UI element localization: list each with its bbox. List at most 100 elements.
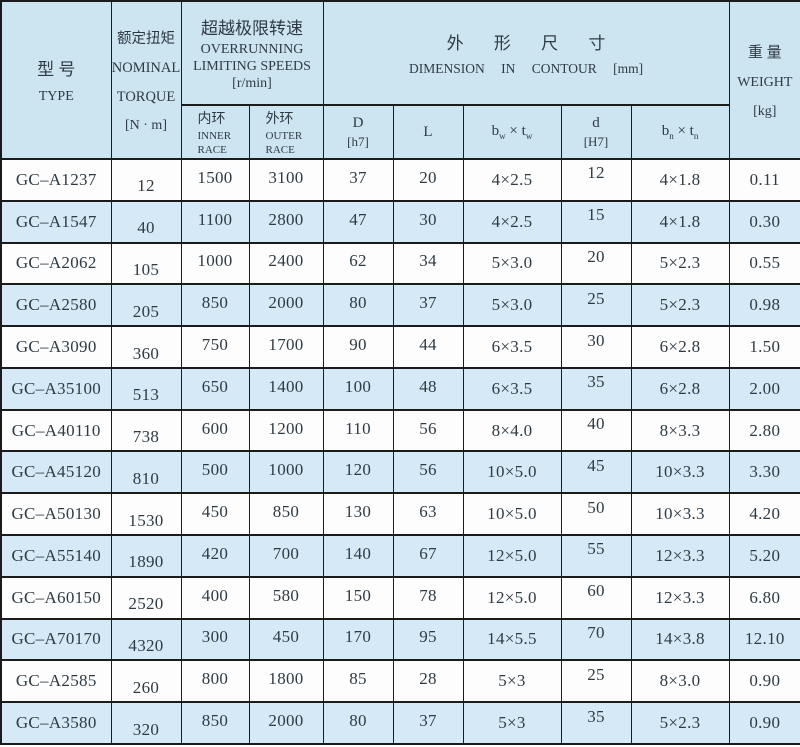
cell-L: 37: [392, 283, 464, 328]
cell-bw_tw: 5×3: [462, 701, 562, 745]
cell-outer_race: 700: [248, 534, 324, 578]
cell-torque: 260: [110, 659, 182, 704]
header-d-main: d: [592, 114, 600, 131]
cell-inner_race: 450: [180, 492, 250, 537]
cell-D: 140: [322, 534, 394, 578]
cell-type: GC–A45120: [0, 450, 112, 495]
cell-D: 100: [322, 366, 394, 411]
cell-type: GC–A35100: [0, 366, 112, 411]
cell-D: 85: [322, 659, 394, 704]
cell-torque: 738: [110, 408, 182, 453]
cell-weight: 2.00: [728, 366, 800, 411]
header-outer-race: 外环 OUTER RACE: [248, 104, 324, 160]
header-inner-zh: 内环: [197, 111, 226, 127]
cell-bn_tn: 4×1.8: [630, 158, 730, 202]
header-D-main: D: [352, 114, 364, 131]
cell-torque: 40: [110, 199, 182, 244]
header-L-main: L: [423, 123, 433, 140]
cell-type: GC–A60150: [0, 575, 112, 620]
cell-type: GC–A1237: [0, 158, 112, 202]
cell-inner_race: 1100: [180, 199, 250, 244]
cell-weight: 4.20: [728, 492, 800, 537]
cell-d: 35: [560, 701, 632, 745]
cell-outer_race: 2000: [248, 701, 324, 745]
cell-torque: 513: [110, 366, 182, 411]
header-torque-zh: 额定扭矩: [117, 30, 175, 47]
cell-inner_race: 850: [180, 701, 250, 745]
cell-D: 62: [322, 241, 394, 286]
header-weight-zh: 重 量: [747, 44, 782, 61]
cell-outer_race: 850: [248, 492, 324, 537]
cell-weight: 0.90: [728, 701, 800, 745]
table-row: GC–A45120 810 500 1000 120 56 10×5.0 45 10×3.3 3.…: [0, 450, 800, 495]
table-row: GC–A2062 105 1000 2400 62 34 5×3.0 20 5×2.3 0.55: [0, 241, 800, 286]
cell-bn_tn: 10×3.3: [630, 450, 730, 495]
cell-outer_race: 1400: [248, 366, 324, 411]
cell-L: 67: [392, 534, 464, 578]
header-inner-en1: INNER: [197, 129, 232, 142]
cell-type: GC–A50130: [0, 492, 112, 537]
cell-d: 70: [560, 617, 632, 662]
cell-weight: 0.11: [728, 158, 800, 202]
header-torque-en1: NOMINAL: [111, 59, 181, 76]
cell-type: GC–A2580: [0, 283, 112, 328]
header-col-d: d [H7]: [560, 104, 632, 160]
header-dimension-contour: 外 形 尺 寸 DIMENSION IN CONTOUR [mm]: [322, 0, 730, 106]
cell-bn_tn: 12×3.3: [630, 575, 730, 620]
cell-d: 20: [560, 241, 632, 286]
header-weight-en: WEIGHT: [737, 74, 793, 90]
cell-d: 15: [560, 199, 632, 244]
table-row: GC–A1547 40 1100 2800 47 30 4×2.5 15 4×1.8 0.30: [0, 199, 800, 244]
cell-bn_tn: 6×2.8: [630, 325, 730, 369]
cell-D: 120: [322, 450, 394, 495]
header-type-zh: 型 号: [37, 60, 76, 79]
table-row: GC–A50130 1530 450 850 130 63 10×5.0 50 10×3.3 4.…: [0, 492, 800, 537]
header-bw-tw-label: bw × tw: [491, 123, 533, 141]
header-dim-zh: 外 形 尺 寸: [446, 34, 619, 53]
cell-bw_tw: 5×3: [462, 659, 562, 704]
cell-d: 40: [560, 408, 632, 453]
cell-weight: 0.98: [728, 283, 800, 328]
cell-D: 90: [322, 325, 394, 369]
cell-type: GC–A2062: [0, 241, 112, 286]
cell-weight: 6.80: [728, 575, 800, 620]
cell-inner_race: 420: [180, 534, 250, 578]
header-speeds-en2: LIMITING SPEEDS: [193, 59, 311, 74]
header-outer-en2: RACE: [265, 143, 295, 156]
table-row: GC–A2585 260 800 1800 85 28 5×3 25 8×3.0 0.90: [0, 659, 800, 704]
cell-bw_tw: 10×5.0: [462, 450, 562, 495]
header-col-bw-tw: bw × tw: [462, 104, 562, 160]
cell-bn_tn: 8×3.3: [630, 408, 730, 453]
cell-D: 110: [322, 408, 394, 453]
cell-L: 37: [392, 701, 464, 745]
cell-d: 25: [560, 283, 632, 328]
cell-type: GC–A2585: [0, 659, 112, 704]
header-nominal-torque: 额定扭矩 NOMINAL TORQUE [N · m]: [110, 0, 182, 160]
cell-D: 80: [322, 283, 394, 328]
cell-inner_race: 300: [180, 617, 250, 662]
cell-bw_tw: 10×5.0: [462, 492, 562, 537]
cell-weight: 0.55: [728, 241, 800, 286]
cell-bn_tn: 6×2.8: [630, 366, 730, 411]
header-D-unit: [h7]: [347, 133, 369, 149]
cell-outer_race: 3100: [248, 158, 324, 202]
cell-L: 44: [392, 325, 464, 369]
cell-inner_race: 800: [180, 659, 250, 704]
header-col-bn-tn: bn × tn: [630, 104, 730, 160]
cell-inner_race: 1000: [180, 241, 250, 286]
cell-bw_tw: 12×5.0: [462, 575, 562, 620]
cell-outer_race: 1200: [248, 408, 324, 453]
cell-type: GC–A55140: [0, 534, 112, 578]
cell-bw_tw: 14×5.5: [462, 617, 562, 662]
table-row: GC–A3580 320 850 2000 80 37 5×3 35 5×2.3 0.90: [0, 701, 800, 745]
table-row: GC–A60150 2520 400 580 150 78 12×5.0 60 12×3.3 6.…: [0, 575, 800, 620]
header-weight: 重 量 WEIGHT [kg]: [728, 0, 800, 160]
cell-d: 45: [560, 450, 632, 495]
cell-outer_race: 2800: [248, 199, 324, 244]
cell-d: 55: [560, 534, 632, 578]
header-type-en: TYPE: [38, 89, 74, 104]
cell-D: 37: [322, 158, 394, 202]
cell-D: 130: [322, 492, 394, 537]
